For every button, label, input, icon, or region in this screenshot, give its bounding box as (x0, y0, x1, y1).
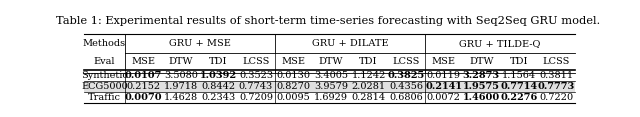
Text: Synthetic: Synthetic (81, 71, 128, 80)
Text: 0.2343: 0.2343 (202, 93, 236, 102)
Text: 3.5080: 3.5080 (164, 71, 198, 80)
Text: LCSS: LCSS (392, 57, 420, 66)
Text: 1.9575: 1.9575 (463, 82, 500, 91)
Text: 0.7209: 0.7209 (239, 93, 273, 102)
Text: DTW: DTW (319, 57, 343, 66)
Text: 0.3523: 0.3523 (239, 71, 273, 80)
Text: 0.2814: 0.2814 (351, 93, 386, 102)
FancyBboxPatch shape (84, 81, 575, 92)
Text: MSE: MSE (282, 57, 305, 66)
Text: 0.8442: 0.8442 (202, 82, 236, 91)
Text: TDI: TDI (209, 57, 228, 66)
Text: 1.6929: 1.6929 (314, 93, 348, 102)
Text: 0.4356: 0.4356 (389, 82, 423, 91)
Text: 0.0107: 0.0107 (125, 71, 162, 80)
Text: 0.7773: 0.7773 (538, 82, 575, 91)
Text: 0.2276: 0.2276 (500, 93, 538, 102)
Text: DTW: DTW (169, 57, 193, 66)
Text: 1.4628: 1.4628 (164, 93, 198, 102)
Text: MSE: MSE (131, 57, 156, 66)
Text: GRU + DILATE: GRU + DILATE (312, 39, 388, 48)
Text: 3.9579: 3.9579 (314, 82, 348, 91)
Text: LCSS: LCSS (243, 57, 269, 66)
Text: 1.0392: 1.0392 (200, 71, 237, 80)
Text: 3.4005: 3.4005 (314, 71, 348, 80)
Text: Methods: Methods (83, 39, 126, 48)
Text: 1.1242: 1.1242 (351, 71, 386, 80)
Text: 1.1564: 1.1564 (502, 71, 536, 80)
Text: 0.2141: 0.2141 (425, 82, 462, 91)
Text: Traffic: Traffic (88, 93, 121, 102)
Text: 2.0281: 2.0281 (351, 82, 386, 91)
Text: 0.2152: 0.2152 (126, 82, 161, 91)
Text: 0.8270: 0.8270 (276, 82, 310, 91)
Text: 0.0130: 0.0130 (276, 71, 310, 80)
Text: DTW: DTW (469, 57, 493, 66)
Text: 3.2873: 3.2873 (463, 71, 500, 80)
Text: TDI: TDI (509, 57, 528, 66)
Text: 0.7743: 0.7743 (239, 82, 273, 91)
Text: 0.7714: 0.7714 (500, 82, 537, 91)
Text: 0.3825: 0.3825 (387, 71, 425, 80)
Text: 0.0119: 0.0119 (427, 71, 461, 80)
Text: ECG5000: ECG5000 (81, 82, 127, 91)
Text: 0.0070: 0.0070 (125, 93, 162, 102)
Text: 0.3811: 0.3811 (539, 71, 573, 80)
Text: Eval: Eval (93, 57, 115, 66)
Text: GRU + TILDE-Q: GRU + TILDE-Q (460, 39, 541, 48)
Text: 0.6806: 0.6806 (389, 93, 423, 102)
Text: 0.0095: 0.0095 (276, 93, 310, 102)
Text: MSE: MSE (431, 57, 456, 66)
Text: Table 1: Experimental results of short-term time-series forecasting with Seq2Seq: Table 1: Experimental results of short-t… (56, 16, 600, 26)
Text: GRU + MSE: GRU + MSE (169, 39, 230, 48)
Text: LCSS: LCSS (543, 57, 570, 66)
Text: 1.9718: 1.9718 (164, 82, 198, 91)
Text: TDI: TDI (359, 57, 378, 66)
Text: 0.0072: 0.0072 (427, 93, 461, 102)
Text: 0.7220: 0.7220 (539, 93, 573, 102)
Text: 1.4600: 1.4600 (463, 93, 500, 102)
